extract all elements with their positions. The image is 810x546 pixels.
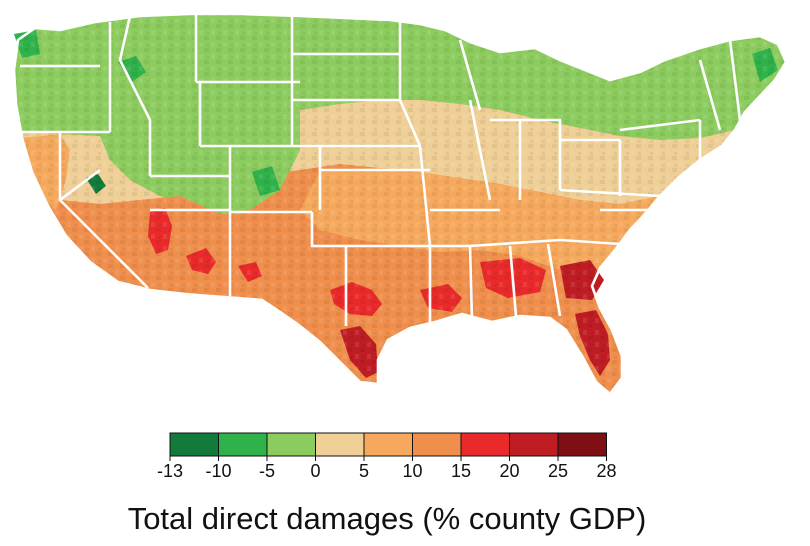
legend-swatch [412,432,462,457]
legend-tick-label: 5 [359,461,369,481]
legend-tick-label: 0 [310,461,320,481]
legend-swatch [363,432,413,457]
legend-tick-label: 15 [451,461,471,481]
legend-tick-label: 20 [499,461,519,481]
legend-title: Total direct damages (% county GDP) [128,501,647,536]
us-map [12,12,788,396]
legend-tick-label: -10 [205,461,231,481]
state-borders [12,12,788,396]
legend-tick-label: -13 [157,461,183,481]
legend-tick-labels: -13 -10 -5 0 5 10 15 20 25 28 [157,456,617,481]
legend-tick-label: 10 [402,461,422,481]
color-legend: -13 -10 -5 0 5 10 15 20 25 28 Total direct damage… [128,432,647,536]
legend-tick-label: 28 [596,461,616,481]
legend-swatch [315,432,365,457]
legend-tick-label: 25 [548,461,568,481]
legend-tick-label: -5 [259,461,275,481]
legend-swatch [218,432,268,457]
legend-swatch [509,432,559,457]
legend-swatch [460,432,510,457]
county-texture [14,14,786,394]
legend-swatch [169,432,219,457]
legend-swatch [557,432,607,457]
legend-swatch [266,432,316,457]
legend-colorbar [169,432,607,457]
